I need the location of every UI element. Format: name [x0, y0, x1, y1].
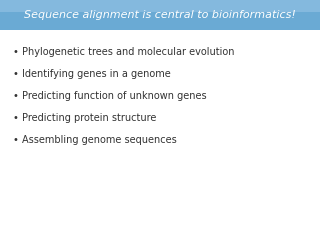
Text: • Assembling genome sequences: • Assembling genome sequences [13, 135, 177, 145]
Text: • Predicting function of unknown genes: • Predicting function of unknown genes [13, 91, 206, 101]
Text: • Predicting protein structure: • Predicting protein structure [13, 113, 156, 123]
Bar [0, 0, 320, 12]
Bar [0, 0, 320, 30]
Text: Sequence alignment is central to bioinformatics!: Sequence alignment is central to bioinfo… [24, 10, 296, 20]
Text: • Identifying genes in a genome: • Identifying genes in a genome [13, 69, 171, 79]
Text: • Phylogenetic trees and molecular evolution: • Phylogenetic trees and molecular evolu… [13, 47, 234, 57]
